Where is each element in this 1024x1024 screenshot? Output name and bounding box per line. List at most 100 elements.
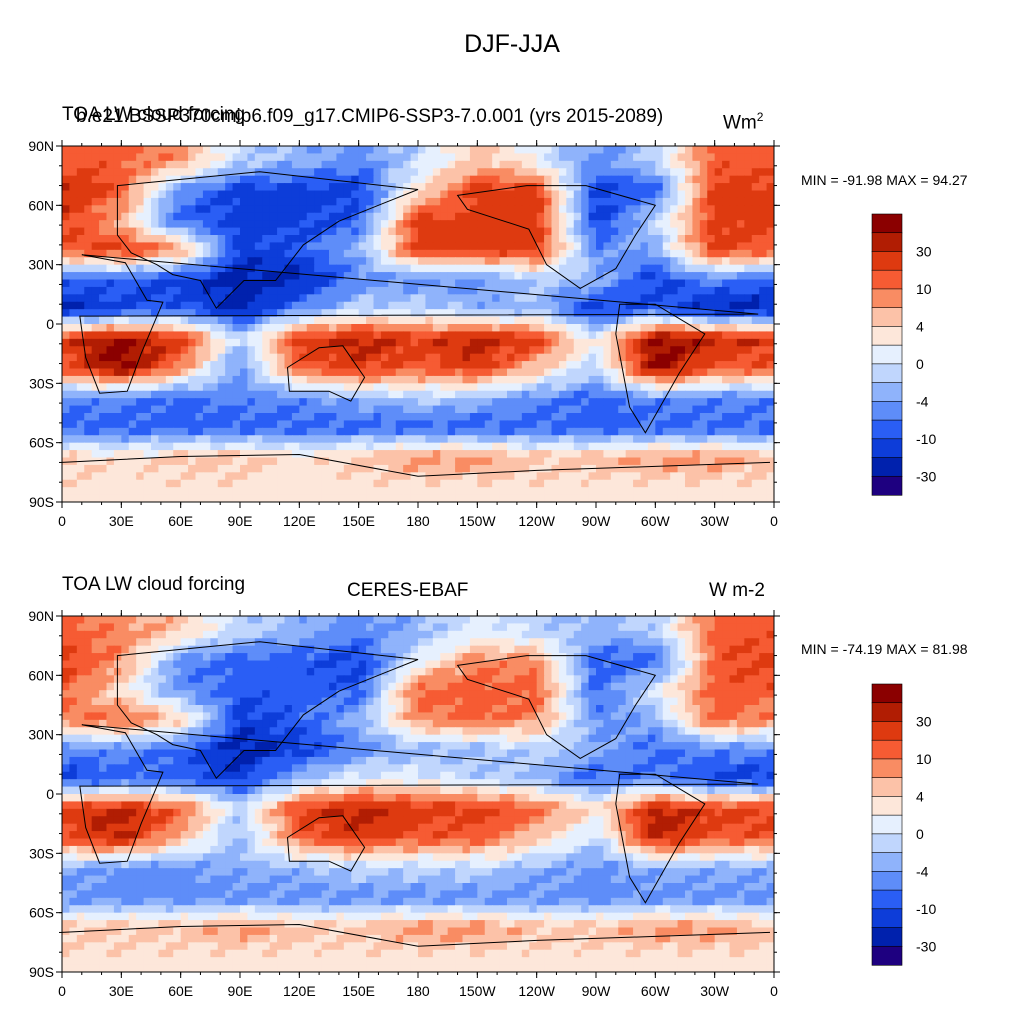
lon-tick-label: 150E — [342, 983, 375, 999]
lon-tick-label: 0 — [58, 513, 66, 529]
lon-tick-label: 60W — [641, 983, 671, 999]
colorbar-label: 30 — [916, 714, 932, 730]
colorbar-box — [871, 344, 903, 365]
lat-tick-label: 30N — [28, 727, 54, 743]
lat-tick-label: 0 — [46, 316, 54, 332]
colorbar-label: 0 — [916, 356, 924, 372]
lon-tick-label: 150W — [459, 513, 496, 529]
colorbar-box — [871, 908, 903, 929]
colorbar-box — [871, 889, 903, 910]
lon-tick-label: 180 — [406, 983, 430, 999]
colorbar-label: 0 — [916, 826, 924, 842]
colorbar: 30 10 4 0 -4 -10 -30 — [871, 213, 936, 496]
colorbar-box — [871, 307, 903, 328]
lon-tick-label: 0 — [58, 983, 66, 999]
lon-tick-label: 120E — [283, 513, 316, 529]
coastlines — [62, 641, 771, 947]
units-superscript: 2 — [756, 110, 764, 124]
colorbar-box — [871, 758, 903, 779]
lon-tick-label: 30E — [109, 983, 134, 999]
panel-center-title: CERES-EBAF — [347, 580, 469, 601]
colorbar-label: -4 — [916, 863, 929, 879]
lon-tick-label: 60W — [641, 513, 671, 529]
colorbar-box — [871, 382, 903, 402]
colorbar-label: -10 — [916, 901, 936, 917]
lat-tick-label: 30N — [28, 257, 54, 273]
shaded-field — [62, 616, 774, 972]
colorbar-box — [871, 475, 903, 496]
lon-tick-label: 60E — [168, 983, 193, 999]
lon-tick-label: 150W — [459, 983, 496, 999]
colorbar-box — [871, 777, 903, 797]
lon-tick-label: 90E — [228, 513, 253, 529]
colorbar-label: 10 — [916, 281, 932, 297]
colorbar-box — [871, 871, 903, 891]
colorbar-box — [871, 739, 903, 760]
colorbar-label: 10 — [916, 751, 932, 767]
lat-tick-label: 90S — [29, 964, 54, 980]
lat-tick-label: 60N — [28, 197, 54, 213]
colorbar-box — [871, 683, 903, 704]
lon-tick-label: 150E — [342, 513, 375, 529]
colorbar-box — [871, 457, 903, 477]
panel-left-title: TOA LW cloud forcing — [62, 574, 246, 595]
colorbar-label: -30 — [916, 468, 936, 484]
panel-units: W m-2 — [709, 580, 765, 601]
lat-tick-label: 0 — [46, 786, 54, 802]
panel-units: Wm2 — [723, 110, 763, 134]
lon-tick-label: 90W — [582, 513, 612, 529]
panel-center-title: b.e21.BSSP370cmip6.f09_g17.CMIP6-SSP3-7.… — [76, 106, 664, 127]
colorbar-box — [871, 721, 903, 741]
colorbar-box — [871, 927, 903, 947]
lat-tick-label: 60S — [29, 905, 54, 921]
lon-tick-label: 120E — [283, 983, 316, 999]
lon-tick-label: 90W — [582, 983, 612, 999]
lat-tick-label: 30S — [29, 845, 54, 861]
colorbar-box — [871, 232, 903, 253]
lon-tick-label: 30W — [700, 513, 730, 529]
figure-title: DJF-JJA — [464, 30, 560, 58]
colorbar-label: 30 — [916, 244, 932, 260]
lat-tick-label: 90N — [28, 138, 54, 154]
lon-tick-label: 60E — [168, 513, 193, 529]
lon-tick-label: 0 — [770, 513, 778, 529]
colorbar-box — [871, 288, 903, 309]
colorbar-label: -4 — [916, 393, 929, 409]
colorbar-box — [871, 269, 903, 290]
colorbar-box — [871, 945, 903, 966]
lat-tick-label: 60N — [28, 667, 54, 683]
lon-tick-label: 120W — [518, 513, 555, 529]
colorbar-box — [871, 251, 903, 271]
lat-tick-label: 30S — [29, 375, 54, 391]
colorbar-box — [871, 702, 903, 723]
lat-tick-label: 90S — [29, 494, 54, 510]
lon-tick-label: 30W — [700, 983, 730, 999]
colorbar-box — [871, 438, 903, 459]
colorbar-label: 4 — [916, 788, 924, 804]
colorbar: 30 10 4 0 -4 -10 -30 — [871, 683, 936, 966]
shaded-field — [62, 146, 774, 502]
lon-tick-label: 0 — [770, 983, 778, 999]
min-max-stats: MIN = -74.19 MAX = 81.98 — [801, 641, 968, 657]
lat-tick-label: 60S — [29, 435, 54, 451]
min-max-stats: MIN = -91.98 MAX = 94.27 — [801, 172, 968, 188]
lon-tick-label: 120W — [518, 983, 555, 999]
lon-tick-label: 180 — [406, 513, 430, 529]
lon-tick-label: 30E — [109, 513, 134, 529]
units-text: Wm — [723, 112, 757, 134]
panel-left-title: TOA LW cloud forcing — [62, 104, 246, 125]
lon-tick-label: 90E — [228, 983, 253, 999]
lat-tick-label: 90N — [28, 608, 54, 624]
colorbar-box — [871, 401, 903, 421]
colorbar-box — [871, 213, 903, 234]
colorbar-box — [871, 833, 903, 854]
colorbar-box — [871, 796, 903, 816]
coastlines — [62, 171, 771, 477]
colorbar-box — [871, 363, 903, 384]
colorbar-label: 4 — [916, 318, 924, 334]
colorbar-box — [871, 326, 903, 346]
colorbar-label: -10 — [916, 431, 936, 447]
colorbar-box — [871, 852, 903, 872]
